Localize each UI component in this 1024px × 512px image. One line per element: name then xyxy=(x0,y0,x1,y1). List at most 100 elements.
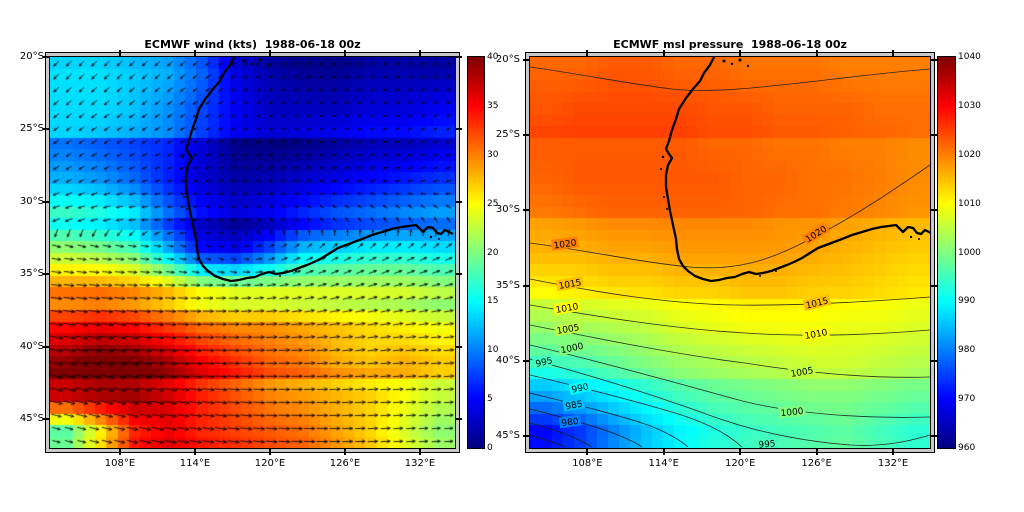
island-dot xyxy=(722,59,726,63)
y-axis-label: 40°S xyxy=(19,340,44,352)
y-tick-right xyxy=(931,359,937,362)
y-axis-label: 25°S xyxy=(19,123,44,135)
isobar-label: 1000 xyxy=(780,407,804,419)
isobar-1025 xyxy=(530,66,930,91)
x-axis-label: 132°E xyxy=(877,458,909,469)
island-dot xyxy=(759,275,761,277)
y-axis-label: 45°S xyxy=(19,413,44,425)
y-axis-label: 30°S xyxy=(19,195,44,207)
x-tick-top xyxy=(419,50,421,56)
y-tick-right xyxy=(456,200,462,203)
colorbar-tick-label: 40 xyxy=(487,52,499,62)
x-tick-top xyxy=(119,50,121,56)
isobar-label: 1015 xyxy=(805,296,830,311)
colorbar-tick-label: 990 xyxy=(958,296,976,307)
colorbar-tick-label: 960 xyxy=(958,443,976,453)
isobar-1020 xyxy=(530,164,930,269)
wind-field-canvas xyxy=(50,57,455,448)
y-tick-left xyxy=(523,209,529,212)
y-axis-label: 45°S xyxy=(495,429,520,441)
y-tick-left xyxy=(523,359,529,362)
isobar-label: 995 xyxy=(758,439,776,448)
isobar-1015 xyxy=(530,278,930,306)
pressure-map-frame: 1020 1020 1015 1015 1010 1010 1005 1005 1000 1000… xyxy=(525,52,935,453)
y-tick-right xyxy=(931,434,937,437)
y-tick-left xyxy=(523,134,529,137)
x-tick-top xyxy=(892,50,895,56)
y-axis-label: 20°S xyxy=(495,54,520,65)
x-axis-label: 114°E xyxy=(179,458,211,469)
isobar-995 xyxy=(530,358,930,446)
colorbar-tick-label: 5 xyxy=(487,394,493,405)
isobar-1005 xyxy=(530,324,930,378)
isobar-970 xyxy=(530,434,567,448)
colorbar-tick-label: 1020 xyxy=(958,149,981,160)
x-axis-label: 108°E xyxy=(104,458,136,469)
island-dot xyxy=(186,208,188,210)
island-dot xyxy=(266,64,270,68)
x-tick-bottom xyxy=(194,449,196,455)
island-dot xyxy=(909,235,913,239)
isobar-label-bg xyxy=(552,299,581,316)
x-tick-top xyxy=(269,50,271,56)
pressure-colorbar-canvas xyxy=(938,57,955,448)
y-tick-right xyxy=(931,209,937,212)
y-axis-label: 30°S xyxy=(495,204,520,216)
isobar-label-bg xyxy=(555,275,584,292)
y-tick-right xyxy=(456,418,462,421)
y-tick-right xyxy=(456,273,462,276)
coastline xyxy=(664,57,930,283)
colorbar-tick-label: 1000 xyxy=(958,247,981,258)
isobar-label: 980 xyxy=(561,417,580,429)
wind-colorbar-canvas xyxy=(468,57,484,448)
x-tick-top xyxy=(662,50,665,56)
y-axis-label: 35°S xyxy=(19,268,44,280)
wind-map-frame xyxy=(45,52,460,453)
pressure-map-contour-overlay: 1020 102010151015101010101005100510001000… xyxy=(530,57,930,448)
isobar-label: 1000 xyxy=(560,342,585,357)
island-dot xyxy=(438,238,440,240)
colorbar-tick-label: 1040 xyxy=(958,52,981,62)
x-tick-bottom xyxy=(269,449,271,455)
isobar-label-bg xyxy=(532,353,556,370)
isobar-1010 xyxy=(530,304,930,336)
x-axis-label: 120°E xyxy=(254,458,286,469)
pressure-colorbar xyxy=(937,56,956,449)
x-tick-top xyxy=(815,50,818,56)
isobar-label-bg xyxy=(787,363,816,380)
island-dot xyxy=(242,59,246,63)
y-tick-right xyxy=(931,134,937,137)
y-tick-right xyxy=(931,284,937,287)
isobar-1000 xyxy=(530,344,930,418)
colorbar-tick-label: 970 xyxy=(958,394,976,405)
isobar-label-bg xyxy=(801,325,830,342)
pressure-field-canvas xyxy=(530,57,930,448)
x-axis-label: 126°E xyxy=(801,458,832,469)
y-tick-left xyxy=(43,56,49,58)
isobar-975 xyxy=(530,422,593,448)
x-tick-bottom xyxy=(119,449,121,455)
island-dot xyxy=(666,208,668,210)
colorbar-tick-label: 35 xyxy=(487,100,499,111)
colorbar-tick-label: 0 xyxy=(487,443,493,453)
x-tick-top xyxy=(739,50,742,56)
pressure-map-plot: 1020 1020 1015 1015 1010 1010 1005 1005 1000 1000… xyxy=(530,57,930,448)
colorbar-tick-label: 25 xyxy=(487,198,499,209)
y-tick-right xyxy=(931,59,937,61)
island-dot xyxy=(258,58,262,62)
colorbar-tick-label: 980 xyxy=(958,345,976,356)
x-tick-bottom xyxy=(662,449,665,455)
island-dot xyxy=(197,113,199,115)
y-tick-left xyxy=(523,434,529,437)
wind-map-title: ECMWF wind (kts) 1988-06-18 00z xyxy=(144,38,361,51)
isobar-990 xyxy=(530,374,743,448)
x-axis-label: 126°E xyxy=(329,458,361,469)
y-tick-left xyxy=(43,418,49,421)
isobar-label: 990 xyxy=(571,382,590,395)
island-dot xyxy=(661,155,665,159)
x-axis-label: 114°E xyxy=(648,458,679,469)
coastline xyxy=(184,57,454,283)
y-tick-right xyxy=(456,128,462,131)
pressure-map-title: ECMWF msl pressure 1988-06-18 00z xyxy=(613,38,847,51)
island-dot xyxy=(663,196,665,198)
